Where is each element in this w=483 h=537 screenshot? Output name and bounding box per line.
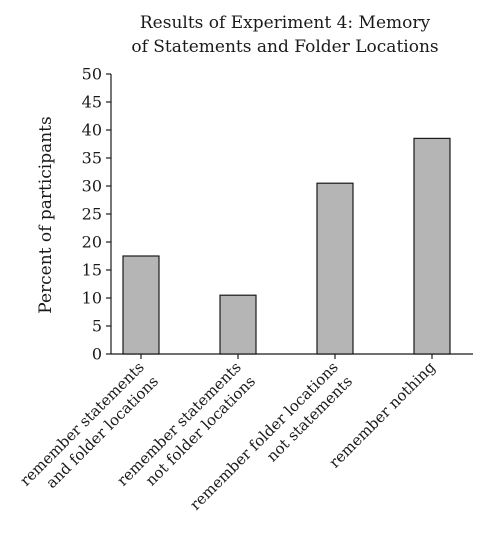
y-axis-label: Percent of participants (36, 116, 56, 313)
chart-title-line-2: of Statements and Folder Locations (131, 37, 438, 57)
y-tick-label: 5 (92, 317, 102, 336)
y-tick-label: 20 (82, 233, 102, 252)
y-tick-label: 15 (82, 261, 102, 280)
bar (219, 294, 257, 355)
y-tick-label: 30 (82, 177, 102, 196)
chart-title-line-1: Results of Experiment 4: Memory (140, 13, 431, 33)
bar (316, 182, 354, 355)
y-tick-label: 40 (82, 121, 102, 140)
y-tick-label: 50 (82, 65, 102, 84)
y-tick-label: 0 (92, 345, 102, 364)
y-tick-label: 35 (82, 149, 102, 168)
y-tick-label: 10 (82, 289, 102, 308)
y-tick-label: 25 (82, 205, 102, 224)
bars (122, 137, 451, 355)
axes: 0 5 10 15 20 25 30 35 40 45 50 (82, 65, 473, 364)
y-tick-label: 45 (82, 93, 102, 112)
bar (122, 255, 160, 355)
chart-title: Results of Experiment 4: Memory of State… (131, 13, 438, 57)
bar (413, 137, 451, 355)
